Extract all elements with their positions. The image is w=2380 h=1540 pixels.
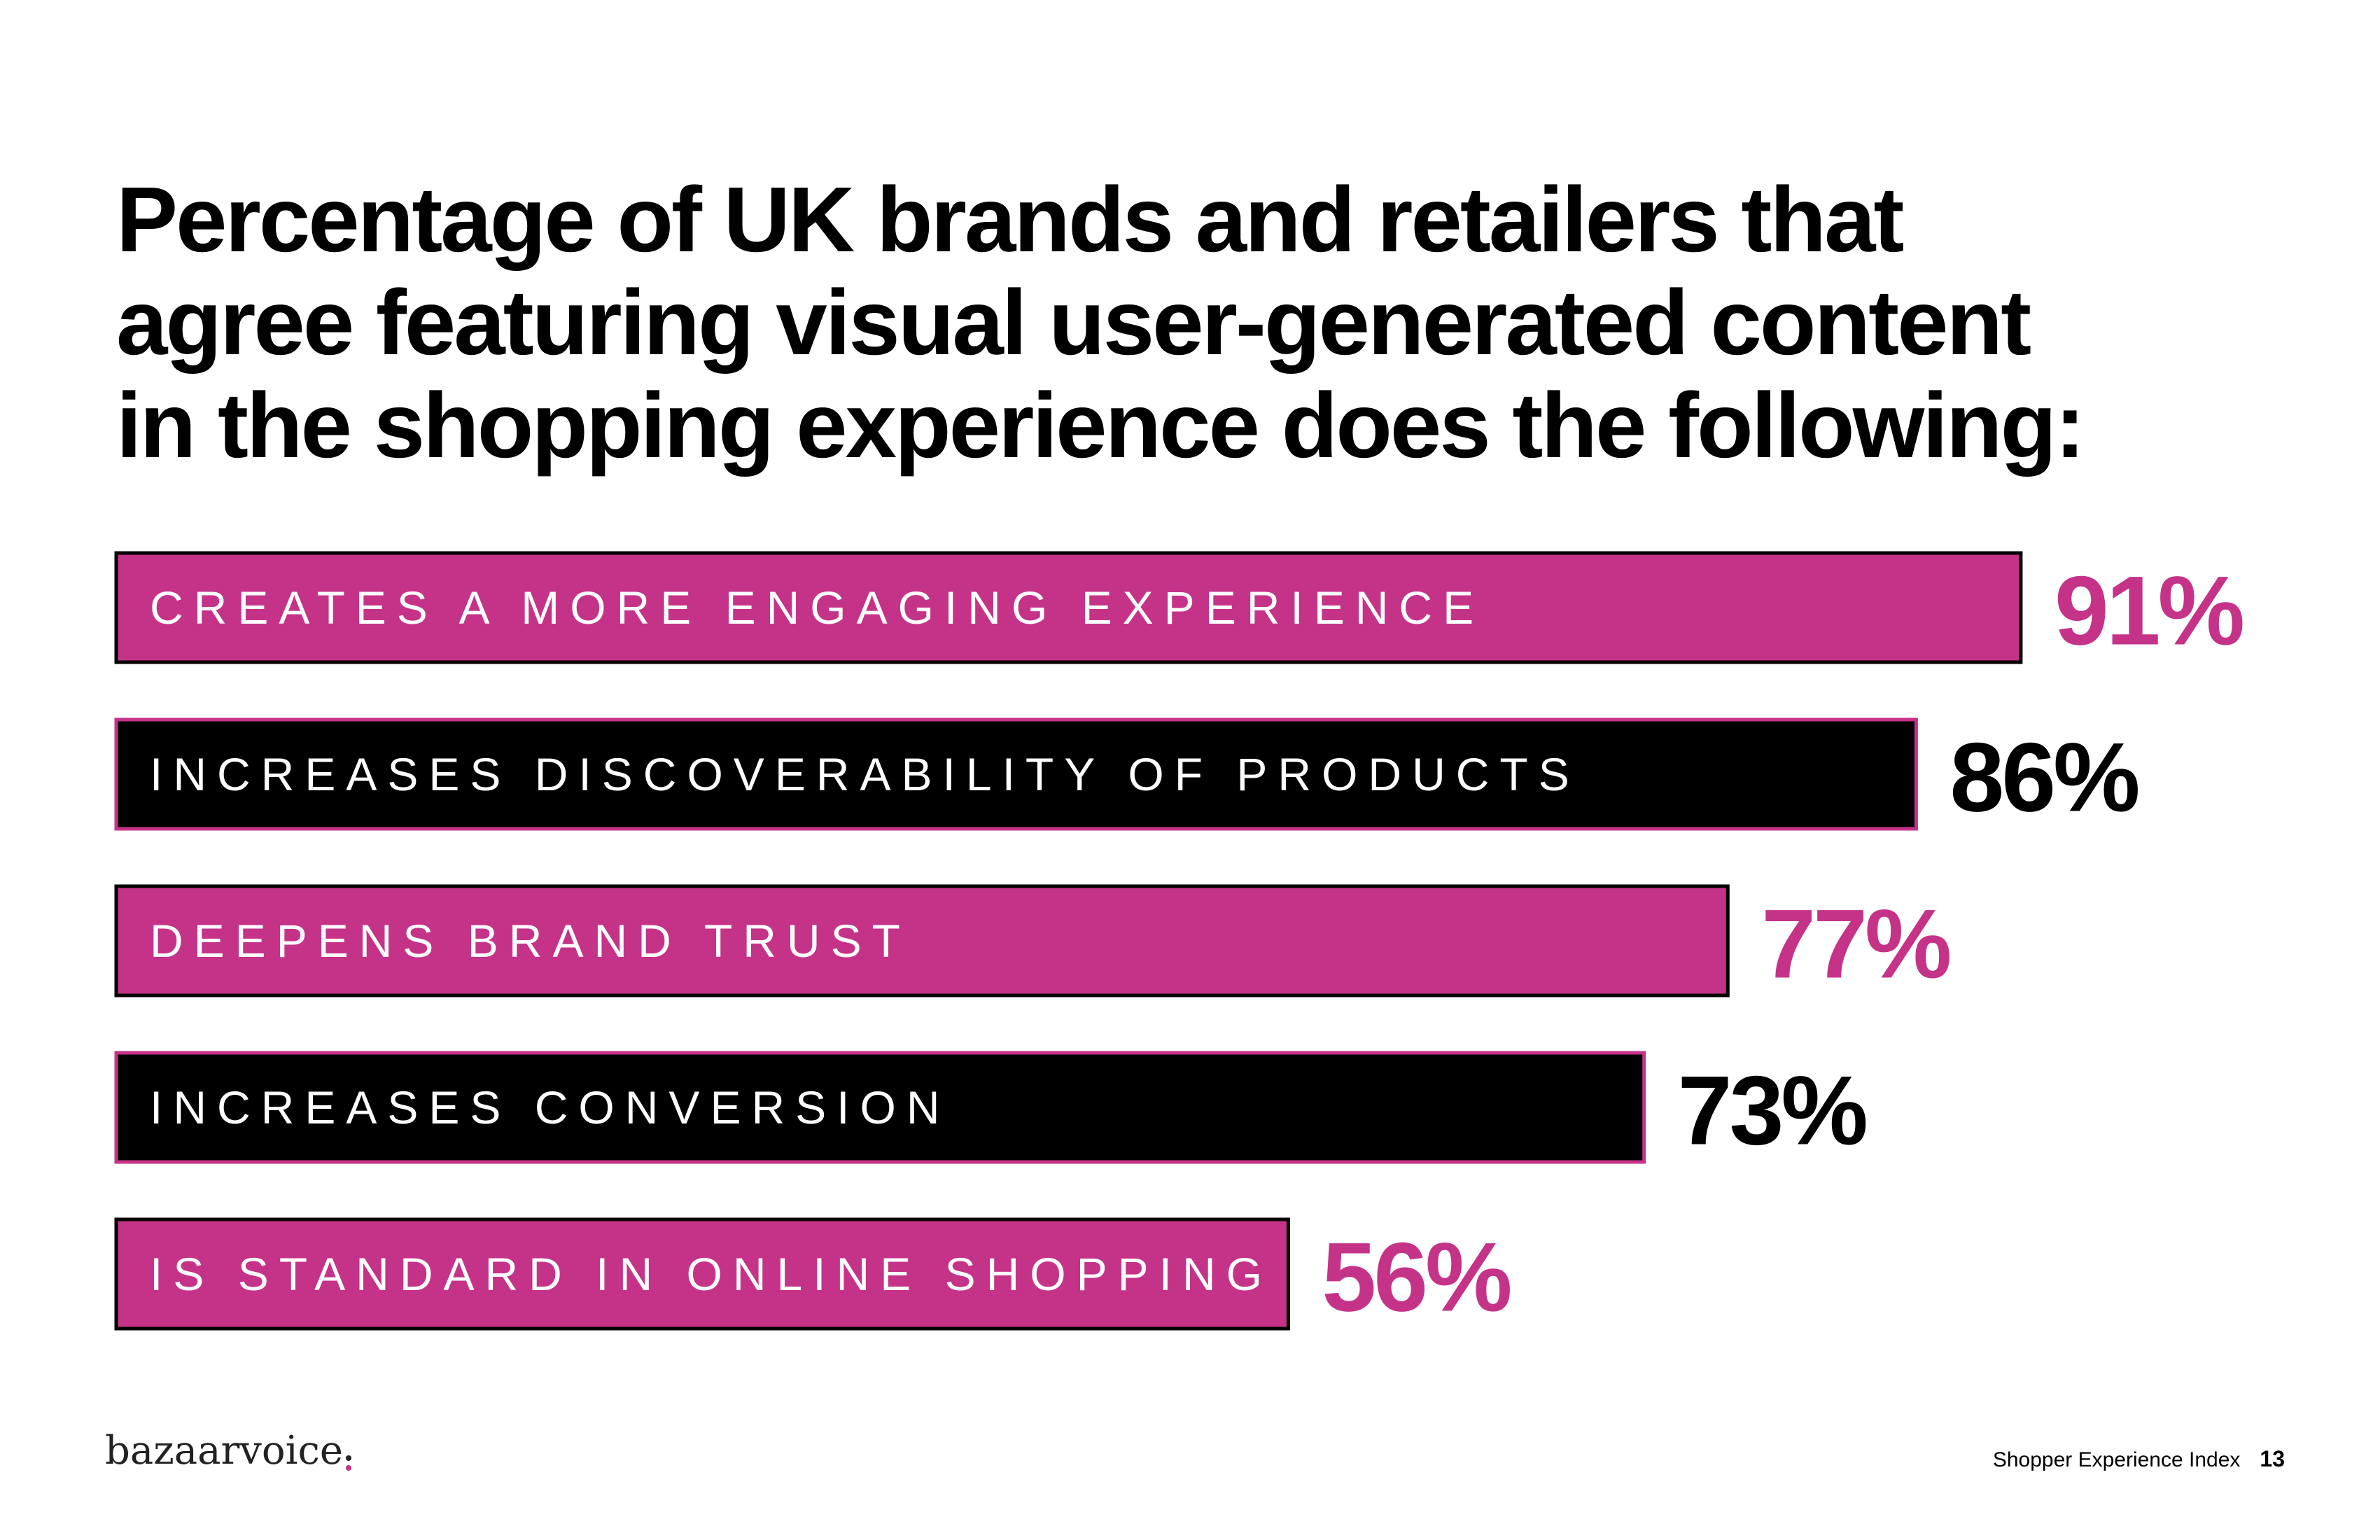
bar-value-label: 56% bbox=[1322, 1222, 1510, 1332]
title-line-3: in the shopping experience does the foll… bbox=[116, 374, 2085, 477]
bar-group-3: DEEPENS BRAND TRUST 77% bbox=[114, 884, 1952, 999]
title-line-2: agree featuring visual user-generated co… bbox=[116, 271, 2031, 374]
bar-category-label: IS STANDARD IN ONLINE SHOPPING bbox=[150, 1248, 1273, 1300]
bar bbox=[114, 551, 2023, 664]
logo-colon-icon bbox=[346, 1455, 352, 1471]
title-line-1: Percentage of UK brands and retailers th… bbox=[116, 168, 1904, 271]
bar bbox=[114, 1051, 1646, 1164]
bar bbox=[114, 718, 1918, 831]
logo-wordmark: bazaarvoice bbox=[105, 1428, 344, 1474]
bar-value-label: 73% bbox=[1678, 1056, 1866, 1166]
bar bbox=[114, 884, 1730, 997]
bar-group-1: CREATES A MORE ENGAGING EXPERIENCE 91% bbox=[114, 551, 2246, 666]
bar-value-label: 91% bbox=[2054, 556, 2243, 666]
chart-title: Percentage of UK brands and retailers th… bbox=[116, 168, 2216, 477]
bazaarvoice-logo: bazaarvoice bbox=[105, 1428, 352, 1474]
bar bbox=[114, 1217, 1290, 1331]
bar-group-2: INCREASES DISCOVERABILITY OF PRODUCTS 86% bbox=[114, 718, 2141, 832]
publication-name: Shopper Experience Index bbox=[1992, 1448, 2241, 1471]
bar-category-label: INCREASES DISCOVERABILITY OF PRODUCTS bbox=[150, 748, 1580, 800]
bar-category-label: CREATES A MORE ENGAGING EXPERIENCE bbox=[150, 582, 1484, 634]
bar-group-5: IS STANDARD IN ONLINE SHOPPING 56% bbox=[114, 1217, 1513, 1332]
page-number: 13 bbox=[2260, 1446, 2285, 1471]
bar-value-label: 86% bbox=[1949, 722, 2138, 832]
bar-category-label: INCREASES CONVERSION bbox=[150, 1082, 951, 1133]
bar-group-4: INCREASES CONVERSION 73% bbox=[114, 1051, 1868, 1166]
bar-category-label: DEEPENS BRAND TRUST bbox=[150, 915, 911, 967]
bar-value-label: 77% bbox=[1761, 889, 1949, 999]
page-footer: Shopper Experience Index 13 bbox=[1993, 1446, 2285, 1472]
